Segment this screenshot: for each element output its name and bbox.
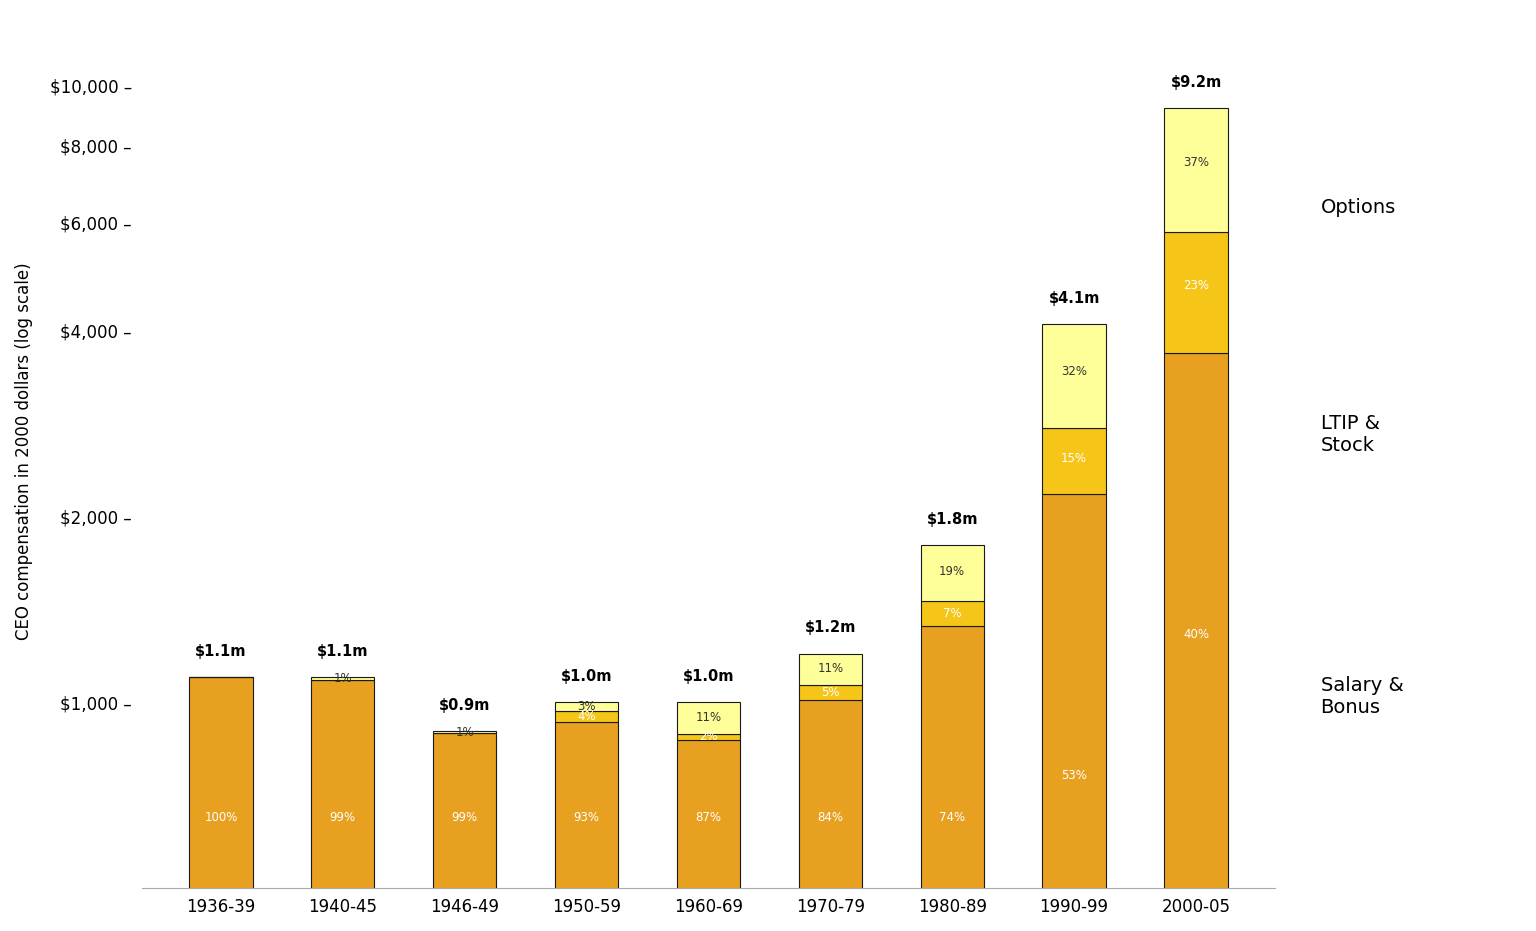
Text: 99%: 99%	[452, 812, 478, 825]
Text: 93%: 93%	[573, 812, 599, 825]
Text: Salary &
Bonus: Salary & Bonus	[1321, 676, 1404, 717]
Text: 87%: 87%	[696, 812, 722, 825]
Bar	[920, 545, 985, 601]
Bar	[920, 626, 985, 931]
Bar	[799, 700, 862, 931]
Text: 4%: 4%	[578, 709, 596, 722]
Bar	[554, 722, 617, 931]
Bar	[1164, 232, 1227, 353]
Bar	[677, 734, 740, 740]
Text: $0.9m: $0.9m	[439, 697, 490, 712]
Text: $4.1m: $4.1m	[1049, 291, 1100, 306]
Bar	[1043, 494, 1106, 931]
Text: $1.2m: $1.2m	[805, 620, 856, 636]
Bar	[1164, 108, 1227, 232]
Bar	[677, 740, 740, 931]
Text: $1.1m: $1.1m	[316, 644, 369, 659]
Text: 1%: 1%	[333, 672, 352, 685]
Text: 84%: 84%	[817, 812, 843, 825]
Bar	[433, 734, 496, 931]
Bar	[799, 654, 862, 685]
Bar	[189, 677, 252, 931]
Text: 2%: 2%	[699, 730, 717, 743]
Y-axis label: CEO compensation in 2000 dollars (log scale): CEO compensation in 2000 dollars (log sc…	[15, 263, 32, 641]
Bar	[677, 703, 740, 734]
Text: LTIP &
Stock: LTIP & Stock	[1321, 413, 1379, 454]
Bar	[554, 710, 617, 722]
Bar	[312, 680, 375, 931]
Text: 100%: 100%	[204, 812, 238, 825]
Text: 19%: 19%	[938, 565, 965, 578]
Bar	[433, 731, 496, 734]
Text: 99%: 99%	[330, 812, 356, 825]
Text: 7%: 7%	[943, 607, 962, 620]
Text: 40%: 40%	[1183, 628, 1209, 641]
Text: $9.2m: $9.2m	[1170, 74, 1221, 89]
Text: $1.0m: $1.0m	[561, 669, 613, 684]
Text: $1.8m: $1.8m	[926, 512, 978, 527]
Text: Options: Options	[1321, 197, 1396, 217]
Text: 11%: 11%	[817, 662, 843, 675]
Text: 53%: 53%	[1061, 769, 1087, 782]
Text: 74%: 74%	[938, 812, 965, 825]
Text: 5%: 5%	[822, 686, 840, 699]
Text: 32%: 32%	[1061, 365, 1087, 378]
Bar	[312, 677, 375, 680]
Text: 15%: 15%	[1061, 452, 1087, 466]
Text: 23%: 23%	[1183, 279, 1209, 292]
Text: $1.1m: $1.1m	[195, 644, 247, 659]
Text: $1.0m: $1.0m	[682, 669, 734, 684]
Text: 37%: 37%	[1183, 156, 1209, 169]
Text: 3%: 3%	[578, 700, 596, 713]
Bar	[1164, 353, 1227, 931]
Bar	[554, 703, 617, 710]
Bar	[799, 685, 862, 700]
Bar	[920, 601, 985, 626]
Text: 11%: 11%	[696, 711, 722, 724]
Text: 1%: 1%	[455, 725, 475, 738]
Bar	[1043, 427, 1106, 494]
Bar	[1043, 324, 1106, 427]
